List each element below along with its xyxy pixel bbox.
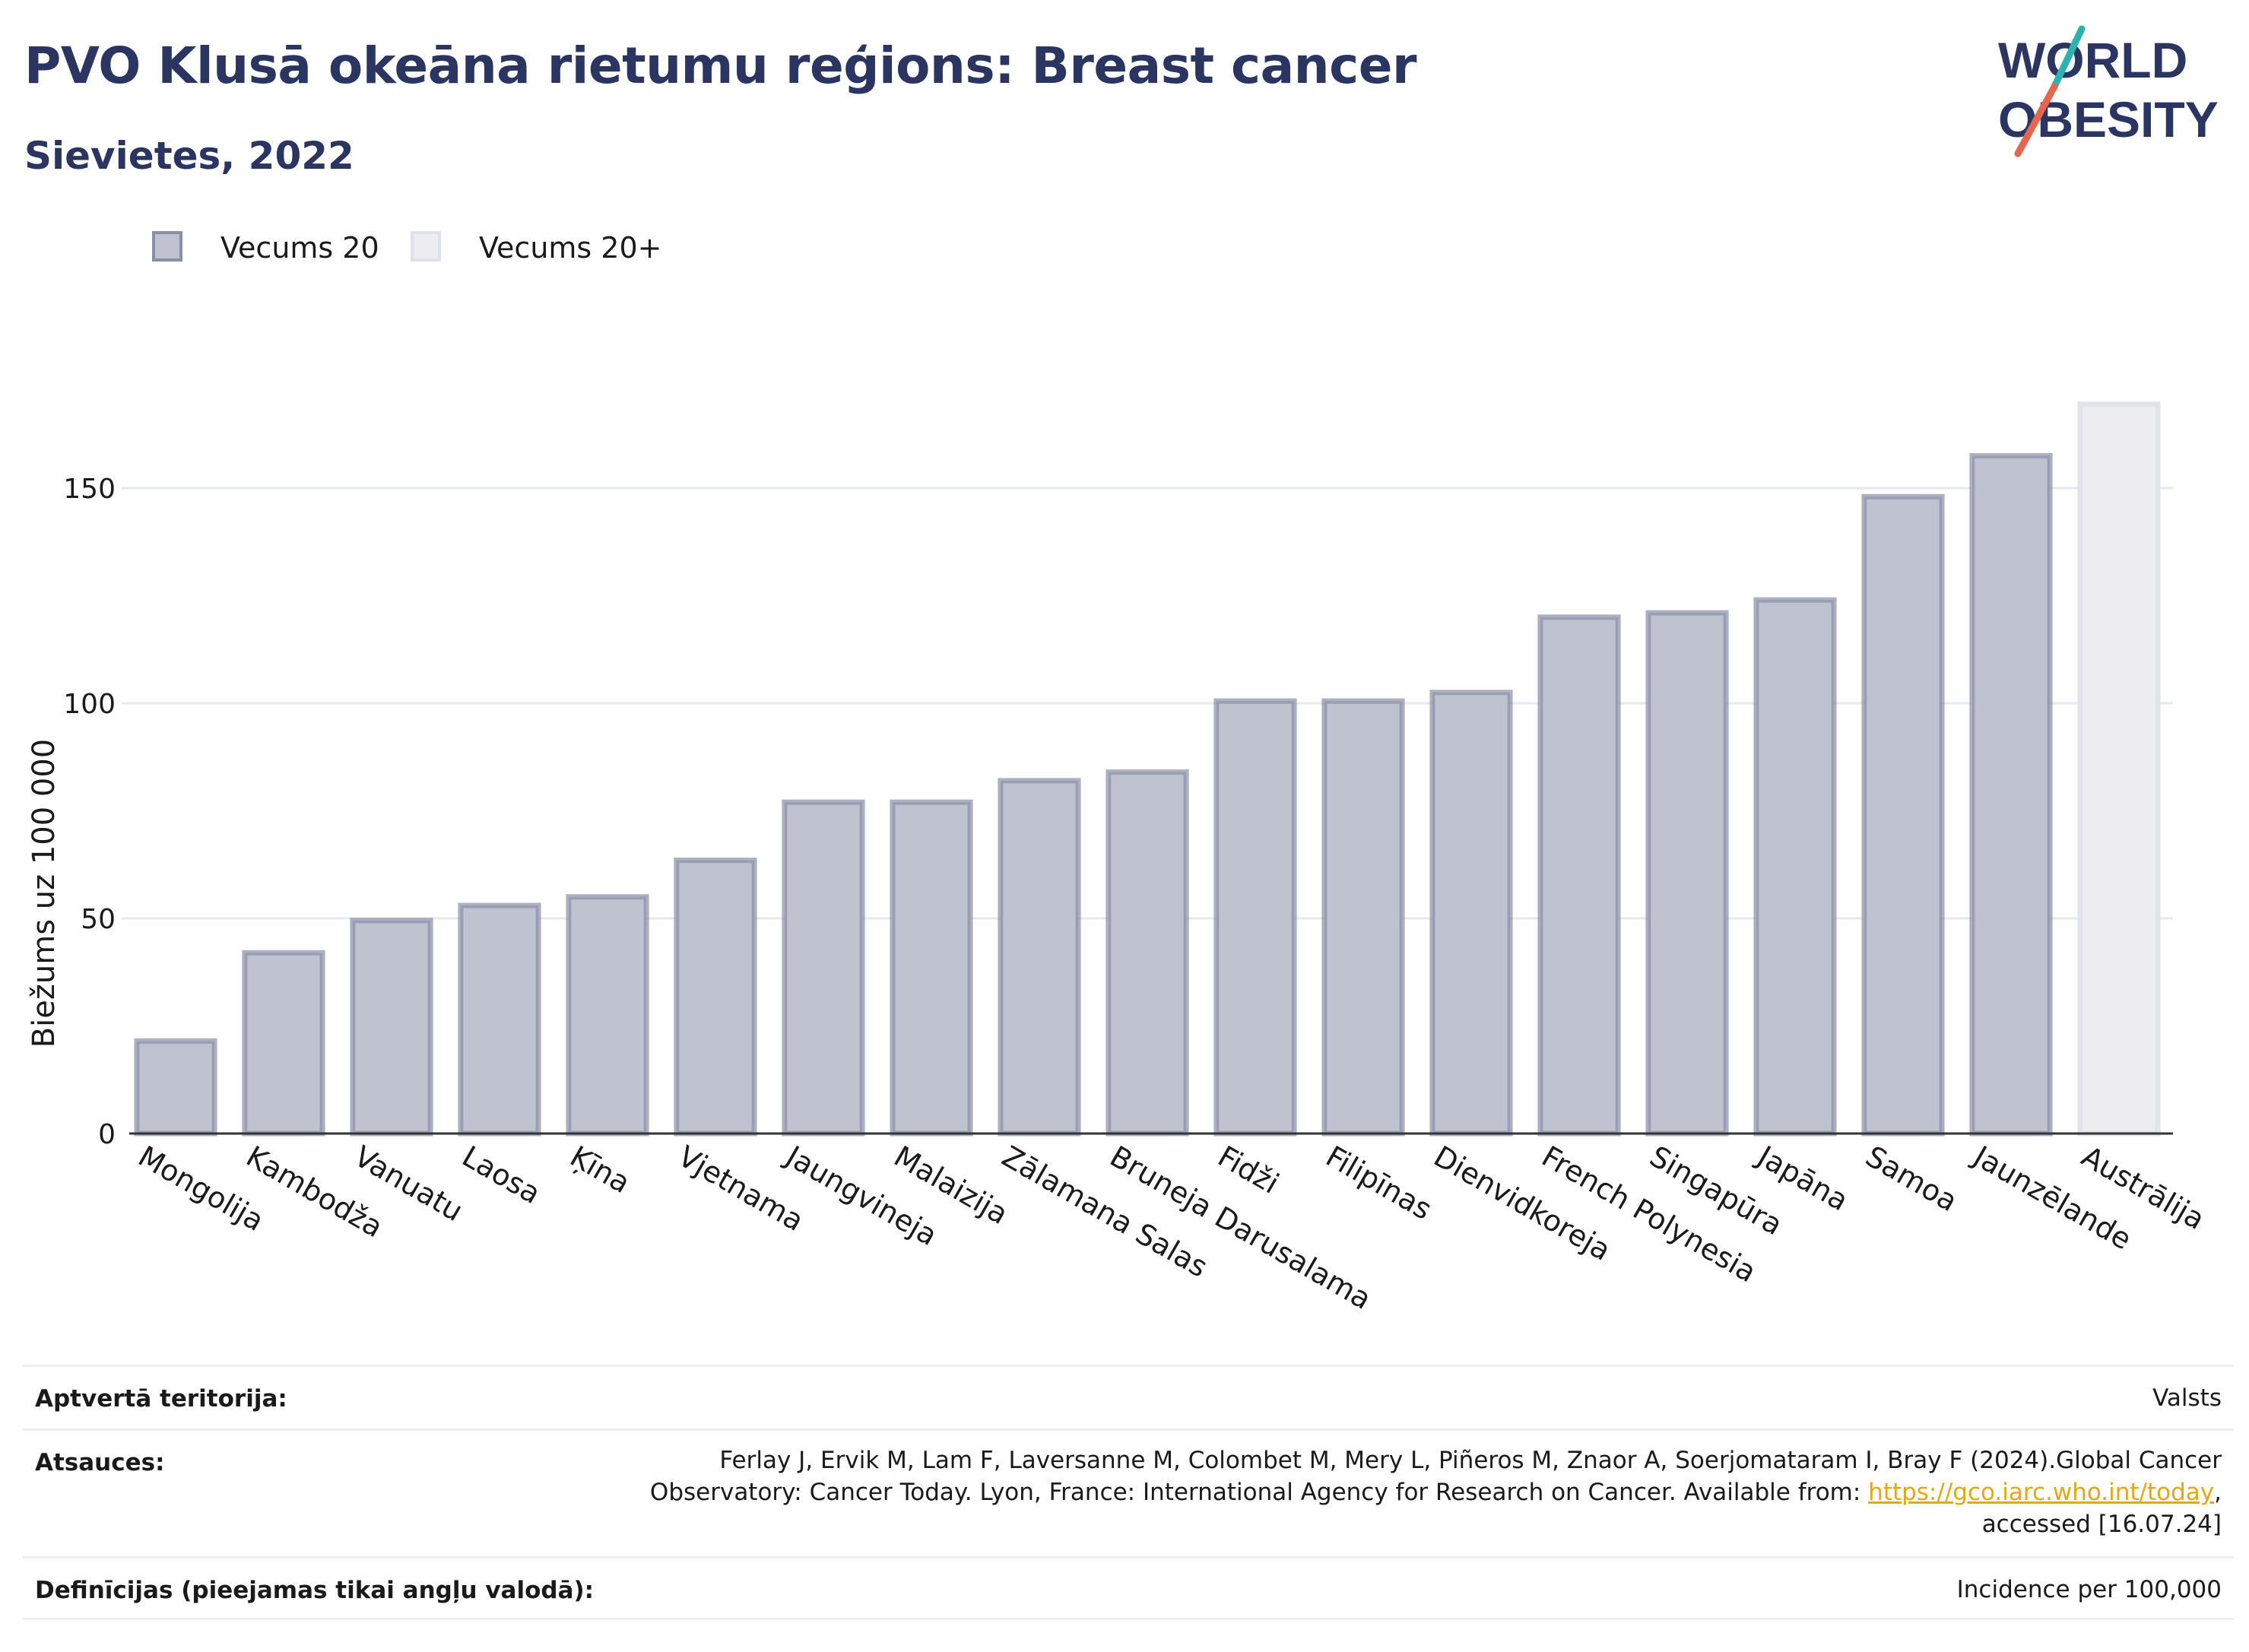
bar[interactable] [1969,453,2053,1137]
table-value-territory: Valsts [2152,1384,2222,1412]
table-key-references: Atsauces: [35,1449,165,1476]
bar[interactable] [566,894,649,1137]
bar[interactable] [1645,610,1729,1137]
bar[interactable] [1861,493,1945,1137]
chart-subtitle: Sievietes, 2022 [24,134,354,178]
world-obesity-logo: WORLD OBESITY [1998,25,2219,157]
bar[interactable] [134,1038,217,1137]
bar[interactable] [998,778,1081,1137]
bar[interactable] [1429,690,1513,1137]
table-key-territory: Aptvertā teritorija: [35,1385,287,1413]
bar[interactable] [1213,698,1297,1137]
table-key-definitions: Definīcijas (pieejamas tikai angļu valod… [35,1577,595,1604]
x-tick-label: Samoa [1860,1140,1963,1219]
x-tick-label: Fidži [1213,1140,1285,1200]
references-accessed: , accessed [16.07.24] [1981,1479,2222,1538]
bar[interactable] [1105,769,1189,1137]
table-value-definitions: Incidence per 100,000 [1956,1576,2222,1603]
legend-swatch-age-20-plus [411,231,441,262]
info-table: Aptvertā teritorija: Valsts Atsauces: Fe… [23,1365,2234,1620]
y-tick-label: 0 [98,1119,116,1150]
table-row-definitions: Definīcijas (pieejamas tikai angļu valod… [23,1556,2234,1620]
chart-title: PVO Klusā okeāna rietumu reģions: Breast… [24,36,1417,95]
references-text: Ferlay J, Ervik M, Lam F, Laversanne M, … [649,1447,2222,1506]
logo-line1: WORLD [1998,32,2187,88]
legend-label-age-20-plus: Vecums 20+ [479,231,662,265]
x-tick-label: Ķīna [565,1140,636,1200]
y-tick-label: 150 [63,474,116,505]
table-value-references: Ferlay J, Ervik M, Lam F, Laversanne M, … [625,1444,2222,1540]
legend-swatch-age-20 [152,231,182,262]
bar[interactable] [242,950,325,1137]
x-tick-label: Laosa [457,1140,547,1211]
references-link[interactable]: https://gco.iarc.who.int/today [1868,1479,2215,1506]
bar[interactable] [890,799,973,1137]
y-tick-label: 50 [81,904,116,935]
y-tick-label: 100 [63,689,116,720]
bar[interactable] [1537,614,1621,1137]
table-row-territory: Aptvertā teritorija: Valsts [23,1365,2234,1428]
x-tick-label: Dienvidkoreja [1429,1140,1616,1267]
bar[interactable] [350,918,433,1137]
bar[interactable] [1321,698,1405,1137]
bar[interactable] [782,799,865,1137]
table-row-references: Atsauces: Ferlay J, Ervik M, Lam F, Lave… [23,1428,2234,1556]
bar[interactable] [2077,401,2161,1137]
y-axis-label: Biežums uz 100 000 [27,738,62,1048]
bar[interactable] [674,858,757,1137]
x-tick-label: Filipīnas [1321,1140,1438,1226]
bar[interactable] [458,902,541,1137]
bar[interactable] [1753,597,1837,1137]
legend-label-age-20: Vecums 20 [220,231,379,265]
